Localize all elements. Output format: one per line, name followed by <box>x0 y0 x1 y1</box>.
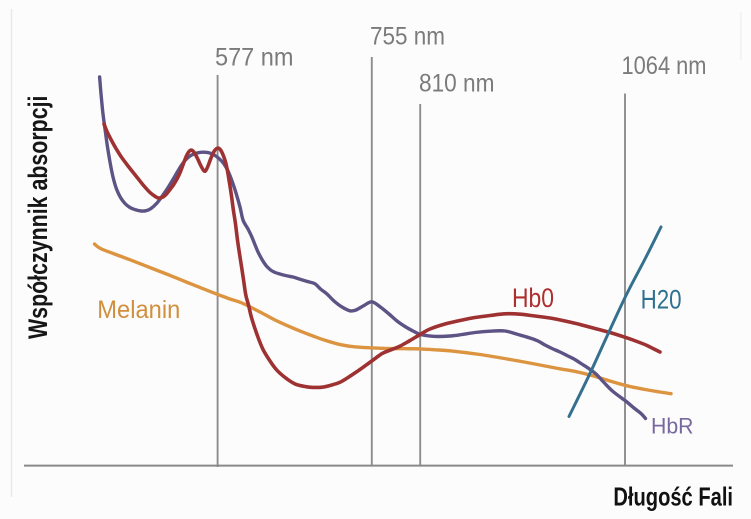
svg-text:HbR: HbR <box>651 414 694 439</box>
svg-text:Długość Fali: Długość Fali <box>613 482 733 512</box>
svg-text:1064 nm: 1064 nm <box>622 52 707 80</box>
svg-text:H20: H20 <box>641 284 682 314</box>
svg-text:Hb0: Hb0 <box>512 283 554 313</box>
svg-text:810 nm: 810 nm <box>419 70 495 98</box>
svg-text:Współczynnik absorpcji: Współczynnik absorpcji <box>23 96 53 340</box>
svg-text:577 nm: 577 nm <box>215 44 294 72</box>
svg-text:Melanin: Melanin <box>97 296 180 324</box>
svg-text:755 nm: 755 nm <box>370 23 445 51</box>
